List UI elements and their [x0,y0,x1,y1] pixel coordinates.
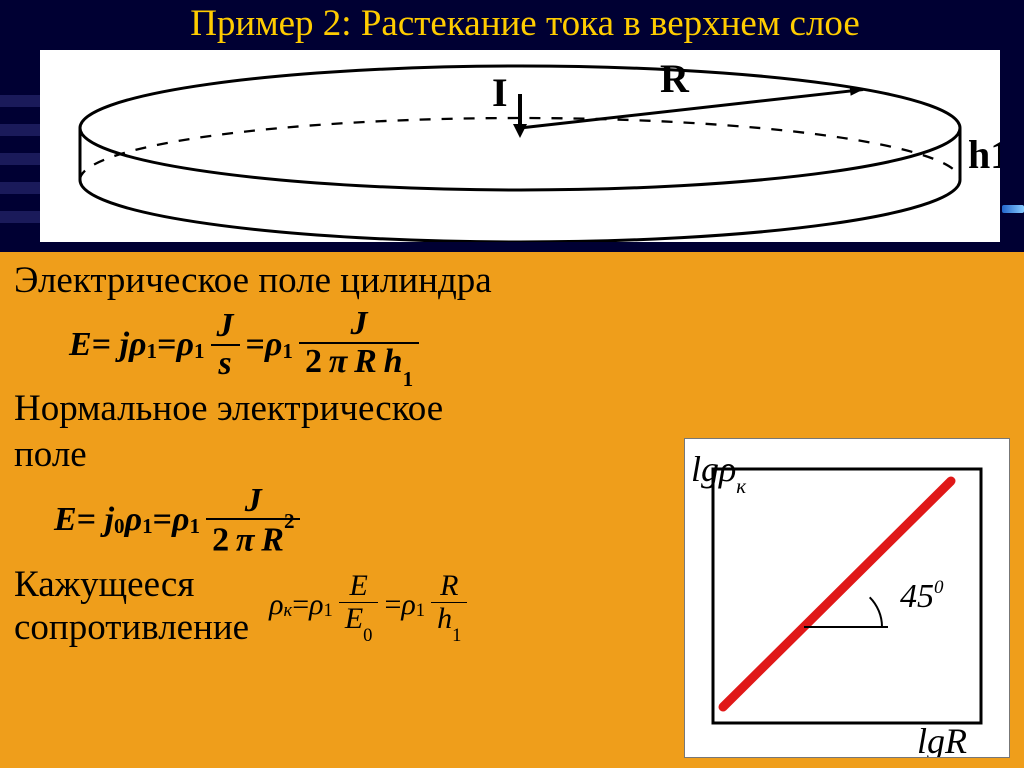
svg-text:lgρк: lgρк [691,449,746,498]
text-normal-efield-1: Нормальное электрическое [14,386,1010,432]
text-efield-cyl: Электрическое поле цилиндра [14,258,1010,304]
text-apparent-res-1: Кажущееся [14,564,249,607]
content-panel: Электрическое поле цилиндра E = jρ1 = ρ1… [0,252,1024,768]
formula-apparent-res: ρк = ρ1 E E0 = ρ1 R h1 [269,570,473,640]
formula-efield-cyl: E = jρ1 = ρ1 J s = ρ1 J 2 π R h1 [69,306,1010,384]
svg-text:450: 450 [900,577,944,615]
cylinder-diagram: I Rh1 [40,50,1000,242]
slide-title: Пример 2: Растекание тока в верхнем слое [30,2,1020,45]
svg-text:h1: h1 [968,132,1000,177]
log-log-graph: 450 lgρк lgR [684,438,1010,758]
text-apparent-res-2: сопротивление [14,607,249,650]
decor-accent [1002,205,1024,213]
svg-text:R: R [660,56,690,101]
svg-text:I: I [492,70,508,115]
svg-text:lgR: lgR [917,721,967,757]
